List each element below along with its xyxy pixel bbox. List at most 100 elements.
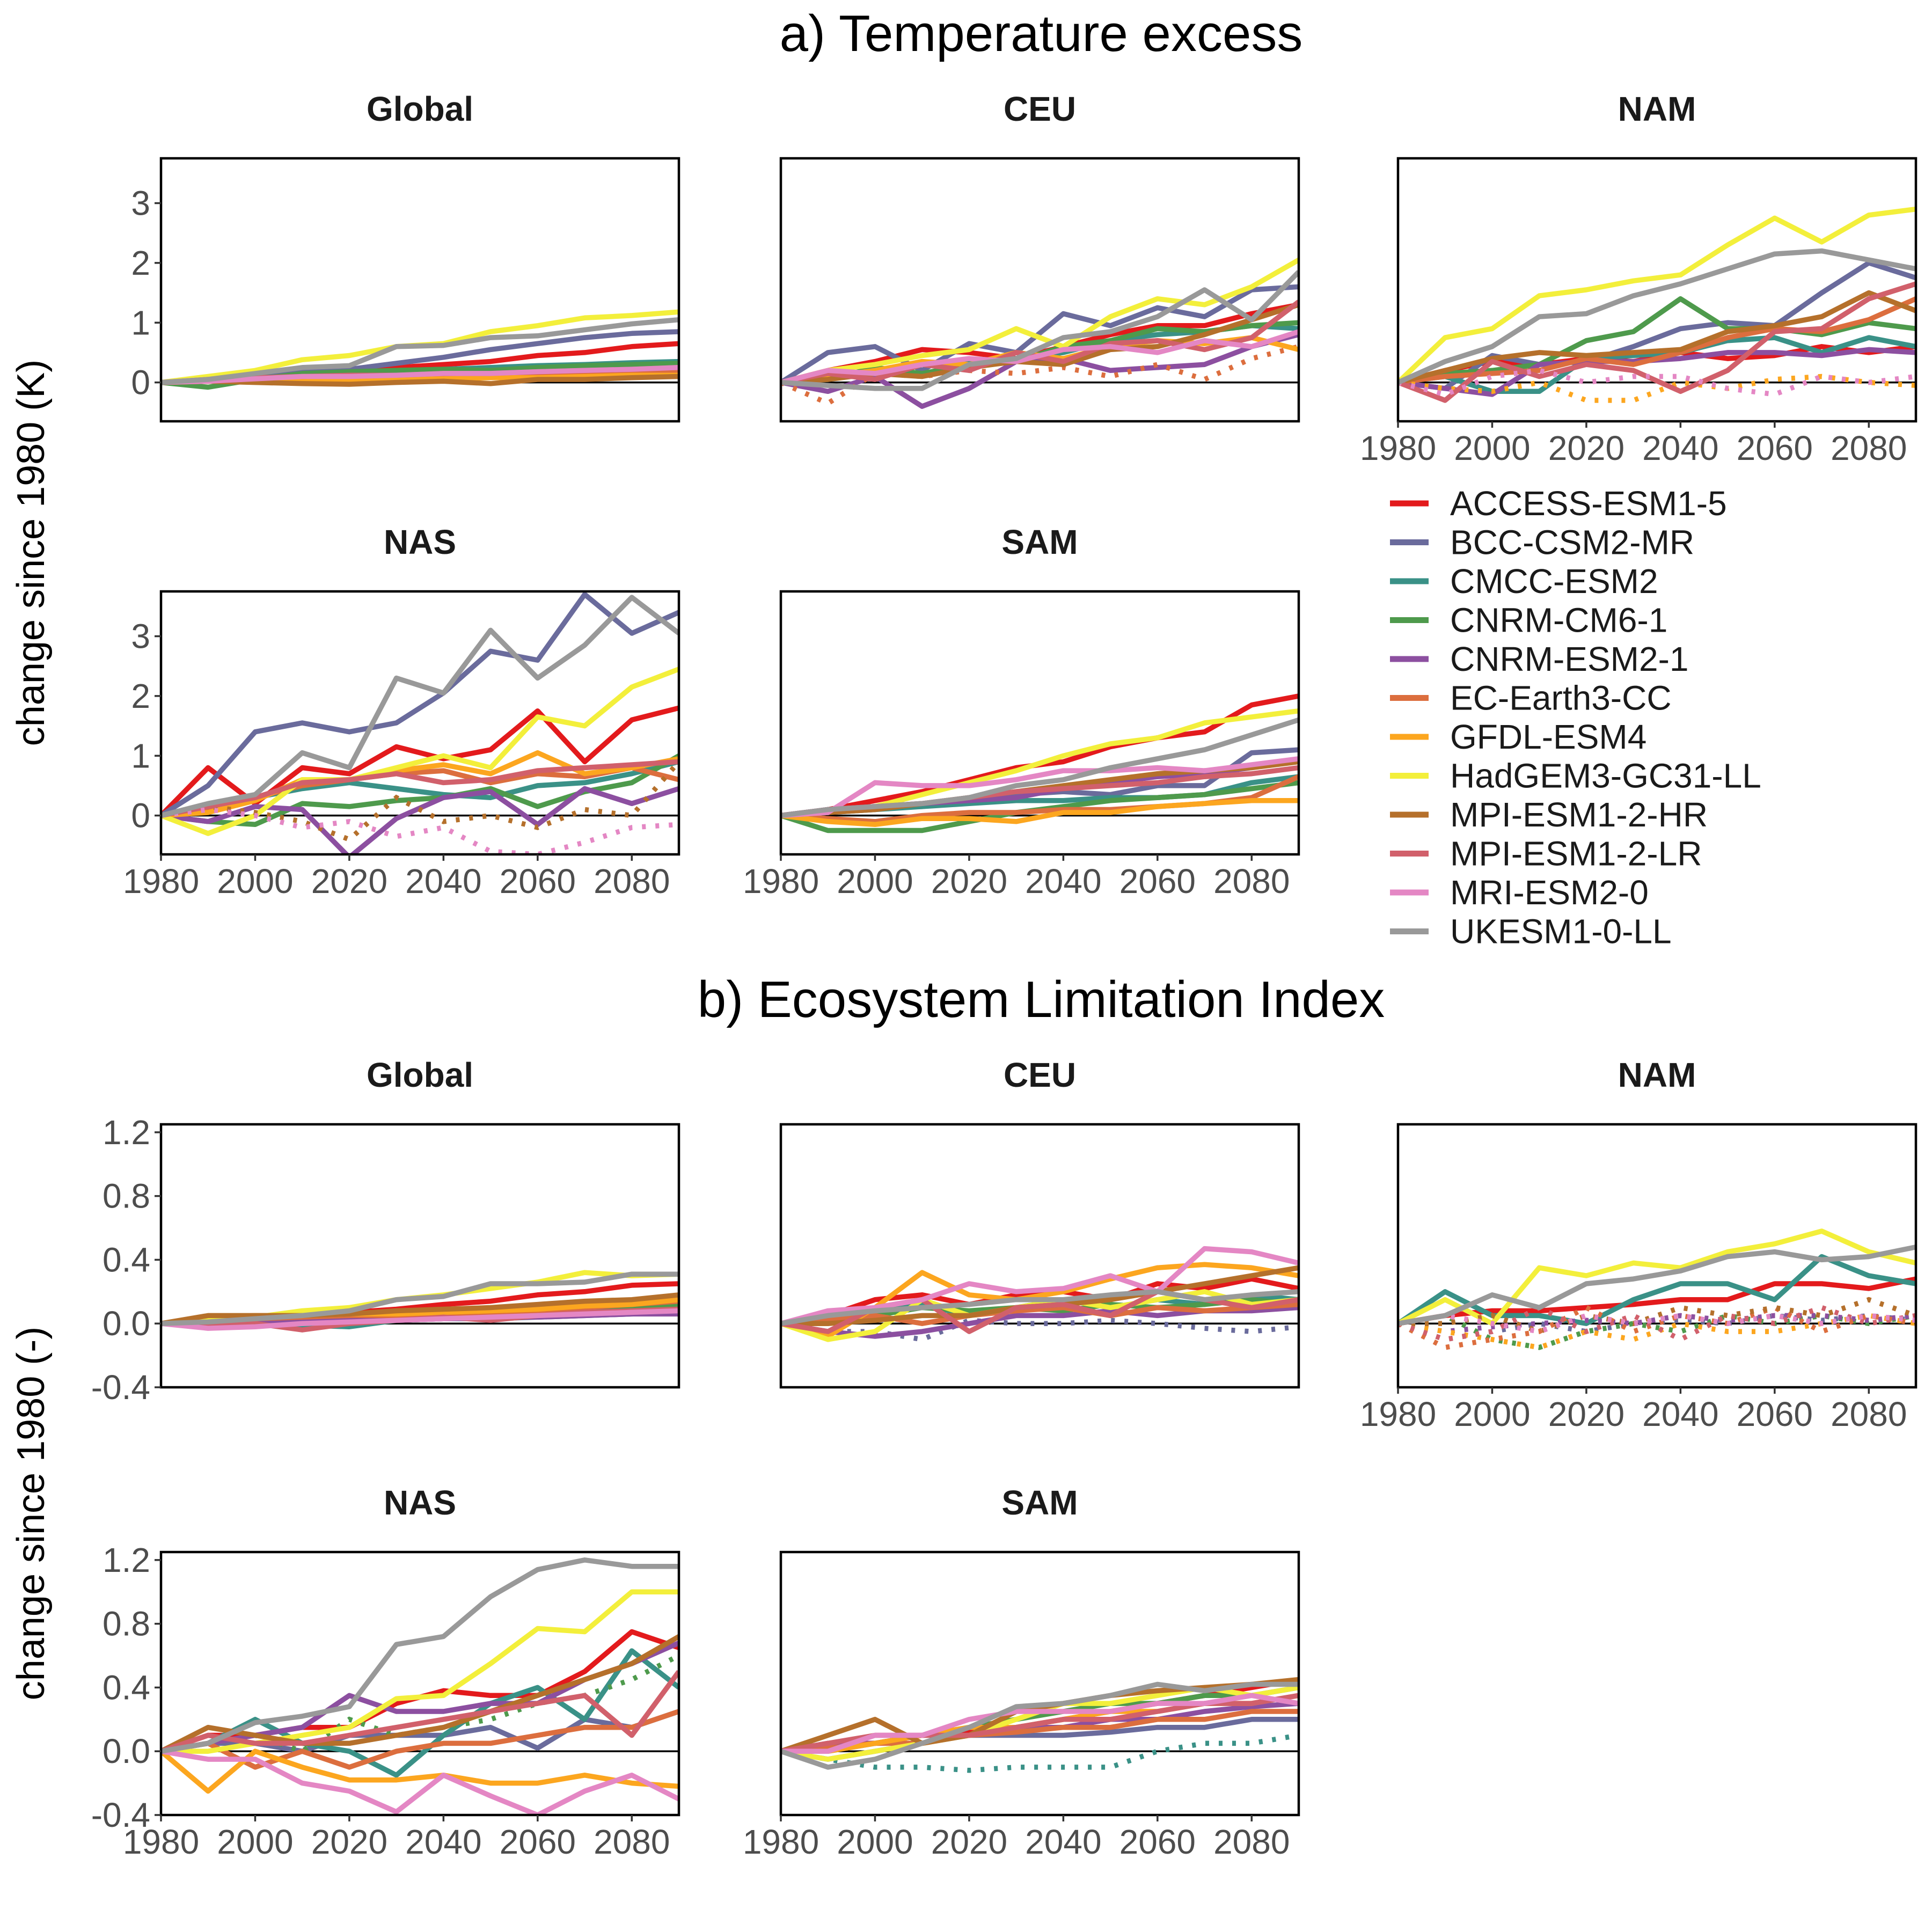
series-group [161,1557,679,1815]
plot-frame [159,1123,680,1389]
plot-frame [159,157,680,423]
series-line-hadgem3-gc31-ll [1398,206,1916,385]
panel-title: NAS [384,523,456,561]
legend-label: ACCESS-ESM1-5 [1450,484,1727,523]
panel-title: CEU [1004,90,1076,128]
series-group [1398,206,1916,403]
panel-title: NAM [1618,90,1696,128]
legend-item-ukesm1-0-ll: UKESM1-0-LL [1390,912,1672,951]
series-line-hadgem3-gc31-ll [781,258,1299,385]
x-tick-label: 2040 [1642,1395,1718,1433]
series-line-mpi-esm1-2-hr [1398,290,1916,385]
series-line-mri-esm2-0 [781,329,1299,385]
legend-item-gfdl-esm4: GFDL-ESM4 [1390,718,1646,756]
legend-item-mri-esm2-0: MRI-ESM2-0 [1390,873,1649,912]
x-tick-label: 2000 [1454,1395,1530,1433]
y-tick-label: 1 [131,736,150,775]
series-line-ukesm1-0-ll [161,317,679,385]
x-tick-label: 2040 [1642,429,1718,467]
y-tick-label: 3 [131,617,150,656]
series-line-bcc-csm2-mr [781,284,1299,385]
y-tick-label: 1.2 [103,1541,150,1579]
series-line-access-esm1-5 [781,693,1299,818]
series-group [161,309,679,390]
y-tick-label: 2 [131,677,150,715]
series-line-mpi-esm1-2-lr [161,1670,679,1754]
series-line-ukesm1-0-ll [161,1557,679,1754]
panel-a-global: Global 0 1 2 3 [131,90,680,423]
series-line-hadgem3-gc31-ll [1398,1228,1916,1326]
section-b-title: b) Ecosystem Limitation Index [698,971,1385,1028]
x-tick-label: 2020 [1548,1395,1624,1433]
y-tick-label: 0.4 [103,1240,150,1279]
x-tick-label: 1980 [743,1823,819,1861]
series-line-ukesm1-0-ll [781,1681,1299,1770]
plot-frame [159,590,680,856]
series-line-ukesm1-0-ll [781,717,1299,818]
legend-item-bcc-csm2-mr: BCC-CSM2-MR [1390,523,1694,562]
x-tick-label: 2060 [500,862,576,901]
x-tick-label: 2080 [1831,1395,1907,1433]
x-tick-label: 2060 [500,1823,576,1861]
x-tick-label: 2000 [837,862,913,901]
legend-item-cnrm-cm6-1: CNRM-CM6-1 [1390,601,1667,640]
panel-title: SAM [1001,523,1078,561]
panels: Global 0 1 2 3 CEU NAM 1980 2000 2020 2040 2060 2080… [91,90,1918,1861]
series-group [781,1677,1299,1773]
series-line-mri-esm2-0 [781,1693,1299,1754]
series-line-bcc-csm2-mr [161,591,679,818]
legend-label: CNRM-ESM2-1 [1450,640,1688,678]
x-tick-label: 2000 [837,1823,913,1861]
x-tick-label: 2000 [217,862,293,901]
x-tick-label: 2080 [594,862,670,901]
series-group [1398,1228,1916,1350]
legend-item-ec-earth3-cc: EC-Earth3-CC [1390,679,1672,718]
x-tick-label: 1980 [1360,1395,1436,1433]
legend-item-access-esm1-5: ACCESS-ESM1-5 [1390,484,1727,523]
x-tick-label: 2060 [1119,862,1196,901]
series-line-mri-esm2-0 [781,1246,1299,1326]
series-line-mri-esm2-0 [161,1308,679,1331]
x-tick-label: 2080 [1213,862,1290,901]
series-line-gfdl-esm4 [161,750,679,818]
series-line-mri-esm2-0 [161,365,679,385]
series-line-hadgem3-gc31-ll [161,1589,679,1754]
series-line-ukesm1-0-ll [161,595,679,818]
x-tick-label: 2040 [405,1823,481,1861]
panel-b-nas: NAS -0.4 0.0 0.4 0.8 1.2 1980 2000 2020 2040 2060 2… [91,1483,680,1861]
series-line-cnrm-cm6-1 [1398,1313,1916,1350]
legend-label: GFDL-ESM4 [1450,718,1646,756]
y-tick-label: 2 [131,244,150,282]
legend-label: CMCC-ESM2 [1450,562,1658,601]
x-tick-label: 1980 [123,862,199,901]
x-tick-label: 2040 [1025,862,1101,901]
series-group [781,693,1299,833]
series-line-ec-earth3-cc [161,1709,679,1770]
y-axis-title-a: change since 1980 (K) [10,360,53,746]
panel-b-sam: SAM 1980 2000 2020 2040 2060 2080 [743,1483,1300,1861]
x-tick-label: 2040 [405,862,481,901]
legend-item-cnrm-esm2-1: CNRM-ESM2-1 [1390,640,1688,678]
x-tick-label: 2060 [1737,429,1813,467]
series-line-cnrm-cm6-1 [1398,296,1916,385]
x-tick-label: 1980 [1360,429,1436,467]
plot-frame [779,157,1300,423]
series-group [161,591,679,854]
legend-label: MPI-ESM1-2-HR [1450,795,1708,834]
legend: ACCESS-ESM1-5BCC-CSM2-MRCMCC-ESM2CNRM-CM… [1390,484,1761,951]
y-tick-label: 0 [131,796,150,835]
series-line-mri-esm2-0 [1398,368,1916,397]
y-tick-label: 0.8 [103,1605,150,1643]
y-tick-label: 1.2 [103,1113,150,1152]
x-tick-label: 2080 [1213,1823,1290,1861]
section-a-title: a) Temperature excess [780,5,1303,62]
x-tick-label: 2080 [594,1823,670,1861]
series-line-cmcc-esm2 [1398,335,1916,394]
x-tick-label: 1980 [743,862,819,901]
x-tick-label: 2020 [311,862,387,901]
series-line-mpi-esm1-2-hr [161,374,679,387]
x-tick-label: 2040 [1025,1823,1101,1861]
legend-label: MPI-ESM1-2-LR [1450,835,1702,873]
x-tick-label: 2000 [1454,429,1530,467]
series-line-ukesm1-0-ll [781,270,1299,391]
